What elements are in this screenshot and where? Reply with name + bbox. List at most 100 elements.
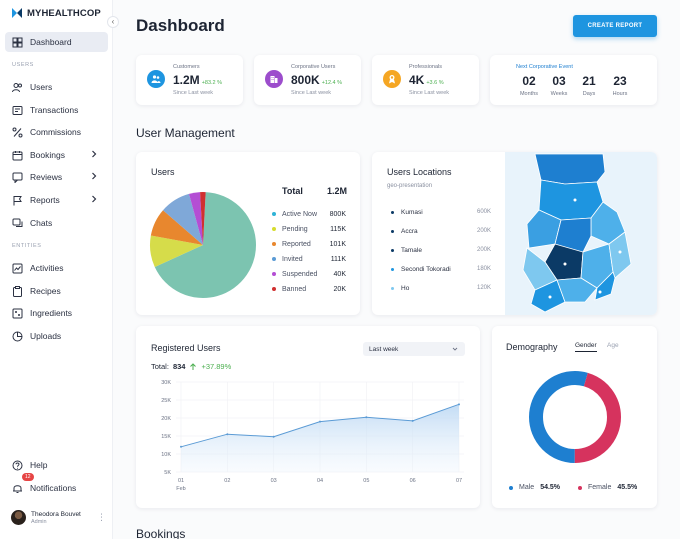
- event-countdown-card: Next Corporative Event 02 Months 03 Weeks …: [490, 55, 657, 105]
- collapse-sidebar-button[interactable]: ‹: [107, 16, 119, 28]
- tab-gender[interactable]: Gender: [575, 342, 597, 352]
- location-dot: [391, 210, 394, 214]
- countdown-label: Hours: [612, 91, 628, 97]
- location-value: 180K: [476, 266, 491, 272]
- location-dot: [391, 267, 394, 271]
- gender-donut-chart[interactable]: [528, 370, 622, 464]
- legend-label: Reported: [282, 240, 311, 248]
- sidebar-item-label: Dashboard: [30, 37, 72, 47]
- pie-slice-suspended[interactable]: [188, 192, 203, 245]
- data-point[interactable]: [226, 433, 229, 436]
- sidebar-item-transactions[interactable]: Transactions: [5, 100, 108, 120]
- stat-sub: Since Last week: [409, 90, 450, 96]
- transactions-icon: [12, 105, 23, 115]
- location-row: Accra 200K: [391, 225, 491, 237]
- total-value: 834: [172, 362, 186, 371]
- sidebar-item-reports[interactable]: Reports: [5, 190, 108, 210]
- pie-slice-pending[interactable]: [150, 235, 203, 267]
- legend-dot: [578, 485, 582, 490]
- card-subtitle: geo-presentation: [387, 183, 433, 189]
- countdown-days: 21 Days: [574, 74, 604, 97]
- grid-icon: [12, 37, 23, 47]
- pie-slice-reported[interactable]: [150, 210, 203, 245]
- data-point[interactable]: [365, 416, 368, 419]
- stat-number: 1.2M: [173, 73, 200, 87]
- stat-value: 1.2M +83.2 %: [173, 73, 222, 87]
- location-label: Kumasi: [401, 208, 423, 216]
- x-tick-label: 05: [363, 478, 369, 484]
- data-point[interactable]: [458, 403, 460, 406]
- legend-value: 40K: [333, 270, 346, 278]
- period-select[interactable]: Last week: [363, 342, 465, 356]
- chevron-right-icon: [92, 172, 97, 180]
- data-point[interactable]: [319, 420, 321, 423]
- total-value: 1.2M: [327, 186, 348, 196]
- ingredients-icon: [12, 308, 23, 318]
- location-dot: [391, 286, 394, 290]
- create-report-button[interactable]: CREATE REPORT: [573, 15, 657, 37]
- stat-delta: +83.2 %: [201, 80, 223, 86]
- pie-slice-banned[interactable]: [200, 192, 206, 245]
- sidebar-item-label: Help: [30, 460, 48, 470]
- registered-total: Total: 834 +37.89%: [151, 362, 231, 371]
- registered-users-card: Registered Users Total: 834 +37.89% Last…: [136, 326, 480, 508]
- users-icon: [12, 82, 22, 92]
- x-tick-sublabel: Feb: [176, 486, 185, 492]
- sidebar-item-label: Bookings: [30, 150, 65, 160]
- countdown-label: Days: [582, 91, 596, 97]
- event-title[interactable]: Next Corporative Event: [516, 64, 573, 70]
- data-point[interactable]: [272, 435, 275, 438]
- sidebar-item-commissions[interactable]: Commissions: [5, 122, 108, 142]
- help-icon: [12, 460, 23, 470]
- y-tick-label: 20K: [161, 416, 171, 422]
- pie-slice-invited[interactable]: [163, 193, 203, 245]
- legend-item: Invited 111K: [272, 253, 346, 265]
- sidebar-item-bookings[interactable]: Bookings: [5, 145, 108, 165]
- registered-users-chart[interactable]: 5K 10K 15K 20K 25K 30K 01 02 03 04 05 06 07 Feb: [146, 376, 476, 501]
- y-tick-label: 30K: [161, 380, 171, 386]
- sidebar-item-label: Notifications: [30, 483, 77, 493]
- stat-delta: +3.6 %: [426, 80, 444, 86]
- sidebar: MYHEALTHCOP ‹ Dashboard USERS Users Tran…: [0, 0, 119, 539]
- user-profile[interactable]: Theodora Bouvet Admin: [11, 510, 81, 525]
- countdown-label: Weeks: [550, 91, 568, 97]
- data-point[interactable]: [180, 445, 182, 448]
- x-tick-label: 03: [271, 478, 277, 484]
- users-locations-card: Users Locations geo-presentation Kumasi 6…: [372, 152, 657, 315]
- sidebar-item-dashboard[interactable]: Dashboard: [5, 32, 108, 52]
- app-logo[interactable]: MYHEALTHCOP: [11, 7, 101, 19]
- logo-icon: [12, 8, 22, 18]
- percent-icon: [12, 127, 23, 137]
- sidebar-item-users[interactable]: Users: [5, 77, 108, 97]
- card-title: Demography: [506, 342, 558, 352]
- countdown-number: 03: [552, 74, 566, 88]
- y-tick-label: 10K: [161, 452, 171, 458]
- countdown-months: 02 Months: [514, 74, 544, 97]
- legend-value: 45.5%: [617, 484, 638, 491]
- sidebar-item-label: Transactions: [30, 105, 79, 115]
- sidebar-item-recipes[interactable]: Recipes: [5, 281, 108, 301]
- legend-item: Active Now 800K: [272, 208, 346, 220]
- sidebar-item-ingredients[interactable]: Ingredients: [5, 303, 108, 323]
- sidebar-item-activities[interactable]: Activities: [5, 258, 108, 278]
- sidebar-item-notifications[interactable]: 12 Notifications: [5, 473, 108, 498]
- stat-sub: Since Last week: [291, 90, 332, 96]
- sidebar-item-help[interactable]: Help: [5, 455, 108, 475]
- sidebar-item-label: Ingredients: [30, 308, 73, 318]
- pie-slice-active-now[interactable]: [154, 192, 256, 298]
- donut-slice-female[interactable]: [529, 371, 621, 463]
- ghana-region-map[interactable]: [505, 152, 657, 315]
- tab-age[interactable]: Age: [607, 342, 619, 349]
- sidebar-item-uploads[interactable]: Uploads: [5, 326, 108, 346]
- location-row: Ho 120K: [391, 282, 491, 294]
- donut-slice-male[interactable]: [529, 371, 621, 463]
- stat-sub: Since Last week: [173, 90, 214, 96]
- sidebar-item-chats[interactable]: Chats: [5, 213, 108, 233]
- section-label-users: USERS: [12, 62, 34, 68]
- legend-item: Suspended 40K: [272, 268, 346, 280]
- users-pie-chart[interactable]: [148, 190, 258, 300]
- section-label-entities: ENTITIES: [12, 243, 42, 249]
- more-options-icon[interactable]: ⋮: [97, 512, 106, 522]
- data-point[interactable]: [411, 419, 414, 422]
- sidebar-item-reviews[interactable]: Reviews: [5, 167, 108, 187]
